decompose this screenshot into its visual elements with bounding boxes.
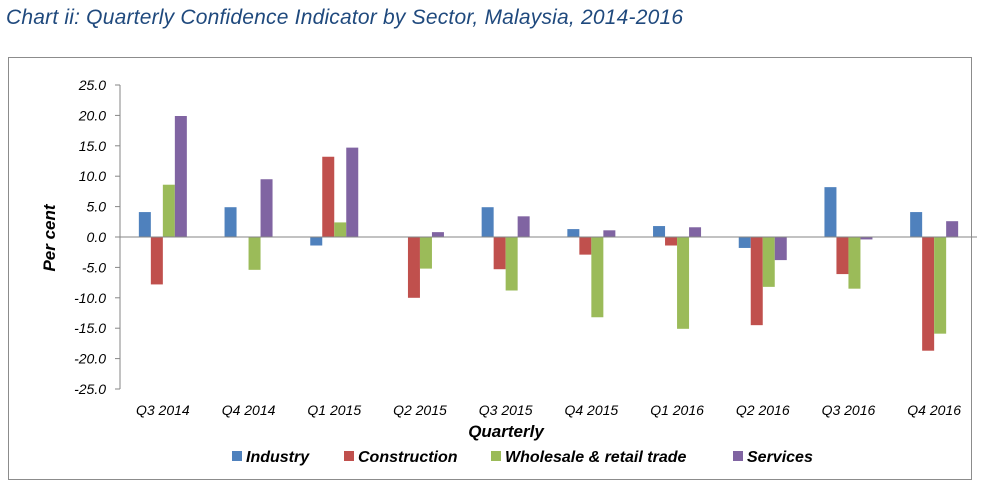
y-tick-label: 15.0 (79, 138, 106, 154)
y-axis-ticks: 25.0 20.0 15.0 10.0 5.0 0.0 -5.0 -10.0 -15.0 -20.… (74, 77, 120, 397)
y-tick-label: 20.0 (78, 107, 106, 123)
legend-label: Services (747, 449, 813, 466)
bar-wholesale-retail-trade-q2-2016 (762, 237, 775, 287)
y-tick-label: -25.0 (74, 381, 106, 397)
y-axis-title: Per cent (40, 203, 59, 271)
bar-services-q3-2016 (860, 237, 873, 240)
y-tick-label: -20.0 (74, 351, 106, 367)
y-tick-label: -15.0 (74, 320, 106, 336)
x-tick-label: Q3 2016 (822, 402, 876, 418)
bar-industry-q3-2016 (824, 187, 837, 237)
x-tick-label: Q2 2016 (736, 402, 790, 418)
bar-construction-q3-2014 (150, 237, 163, 285)
bar-construction-q4-2016 (922, 237, 935, 351)
y-tick-label: 25.0 (78, 77, 106, 93)
legend-swatch (491, 451, 501, 461)
bar-industry-q3-2014 (138, 212, 151, 237)
x-tick-label: Q1 2015 (307, 402, 361, 418)
bar-industry-q2-2016 (738, 237, 751, 248)
x-tick-label: Q4 2015 (564, 402, 618, 418)
bars (138, 116, 959, 351)
bar-wholesale-retail-trade-q3-2015 (505, 237, 518, 291)
bar-services-q3-2014 (174, 116, 187, 237)
x-tick-label: Q3 2014 (136, 402, 190, 418)
bar-industry-q1-2016 (653, 226, 666, 237)
x-tick-label: Q4 2014 (222, 402, 276, 418)
bar-services-q3-2015 (517, 216, 530, 237)
bar-construction-q4-2015 (579, 237, 592, 255)
bar-services-q4-2016 (946, 221, 959, 237)
x-axis-title: Quarterly (468, 422, 545, 441)
bar-wholesale-retail-trade-q1-2016 (677, 237, 690, 329)
bar-services-q1-2015 (346, 147, 359, 237)
chart-frame (8, 57, 972, 480)
bar-industry-q1-2015 (310, 237, 323, 246)
x-tick-label: Q4 2016 (907, 402, 961, 418)
bar-industry-q4-2015 (567, 229, 580, 237)
bar-construction-q3-2015 (493, 237, 506, 270)
bar-wholesale-retail-trade-q4-2016 (934, 237, 947, 334)
page-title: Chart ii: Quarterly Confidence Indicator… (6, 6, 684, 29)
y-tick-label: -10.0 (74, 290, 106, 306)
bar-wholesale-retail-trade-q1-2015 (334, 222, 347, 237)
bar-services-q1-2016 (689, 227, 702, 237)
axes (119, 85, 977, 389)
bar-wholesale-retail-trade-q3-2016 (848, 237, 861, 289)
y-tick-label: 10.0 (79, 168, 106, 184)
bar-construction-q2-2015 (407, 237, 420, 298)
bar-wholesale-retail-trade-q3-2014 (162, 184, 175, 237)
legend-swatch (232, 451, 242, 461)
bar-construction-q1-2016 (665, 237, 678, 246)
legend-label: Construction (358, 449, 458, 466)
y-tick-label: 0.0 (87, 229, 107, 245)
legend-label: Industry (246, 449, 310, 466)
bar-services-q2-2016 (774, 237, 787, 261)
bar-services-q4-2014 (260, 179, 273, 237)
y-tick-label: 5.0 (87, 199, 107, 215)
x-tick-label: Q2 2015 (393, 402, 447, 418)
bar-services-q4-2015 (603, 230, 616, 237)
bar-construction-q3-2016 (836, 237, 849, 275)
legend: Industry Construction Wholesale & retail t… (232, 449, 813, 466)
x-tick-label: Q1 2016 (650, 402, 704, 418)
bar-construction-q1-2015 (322, 156, 335, 237)
bar-wholesale-retail-trade-q2-2015 (419, 237, 432, 269)
x-tick-label: Q3 2015 (479, 402, 533, 418)
bar-services-q2-2015 (431, 232, 444, 237)
bar-industry-q4-2014 (224, 207, 237, 237)
bar-industry-q3-2015 (481, 207, 494, 237)
bar-construction-q2-2016 (750, 237, 763, 326)
legend-swatch (733, 451, 743, 461)
x-axis-ticks: Q3 2014 Q4 2014 Q1 2015 Q2 2015 Q3 2015 Q4 20… (136, 402, 961, 418)
bar-wholesale-retail-trade-q4-2015 (591, 237, 604, 318)
legend-label: Wholesale & retail trade (505, 449, 686, 466)
bar-wholesale-retail-trade-q4-2014 (248, 237, 261, 270)
bar-industry-q4-2016 (910, 212, 923, 237)
y-tick-label: -5.0 (82, 259, 106, 275)
legend-swatch (344, 451, 354, 461)
